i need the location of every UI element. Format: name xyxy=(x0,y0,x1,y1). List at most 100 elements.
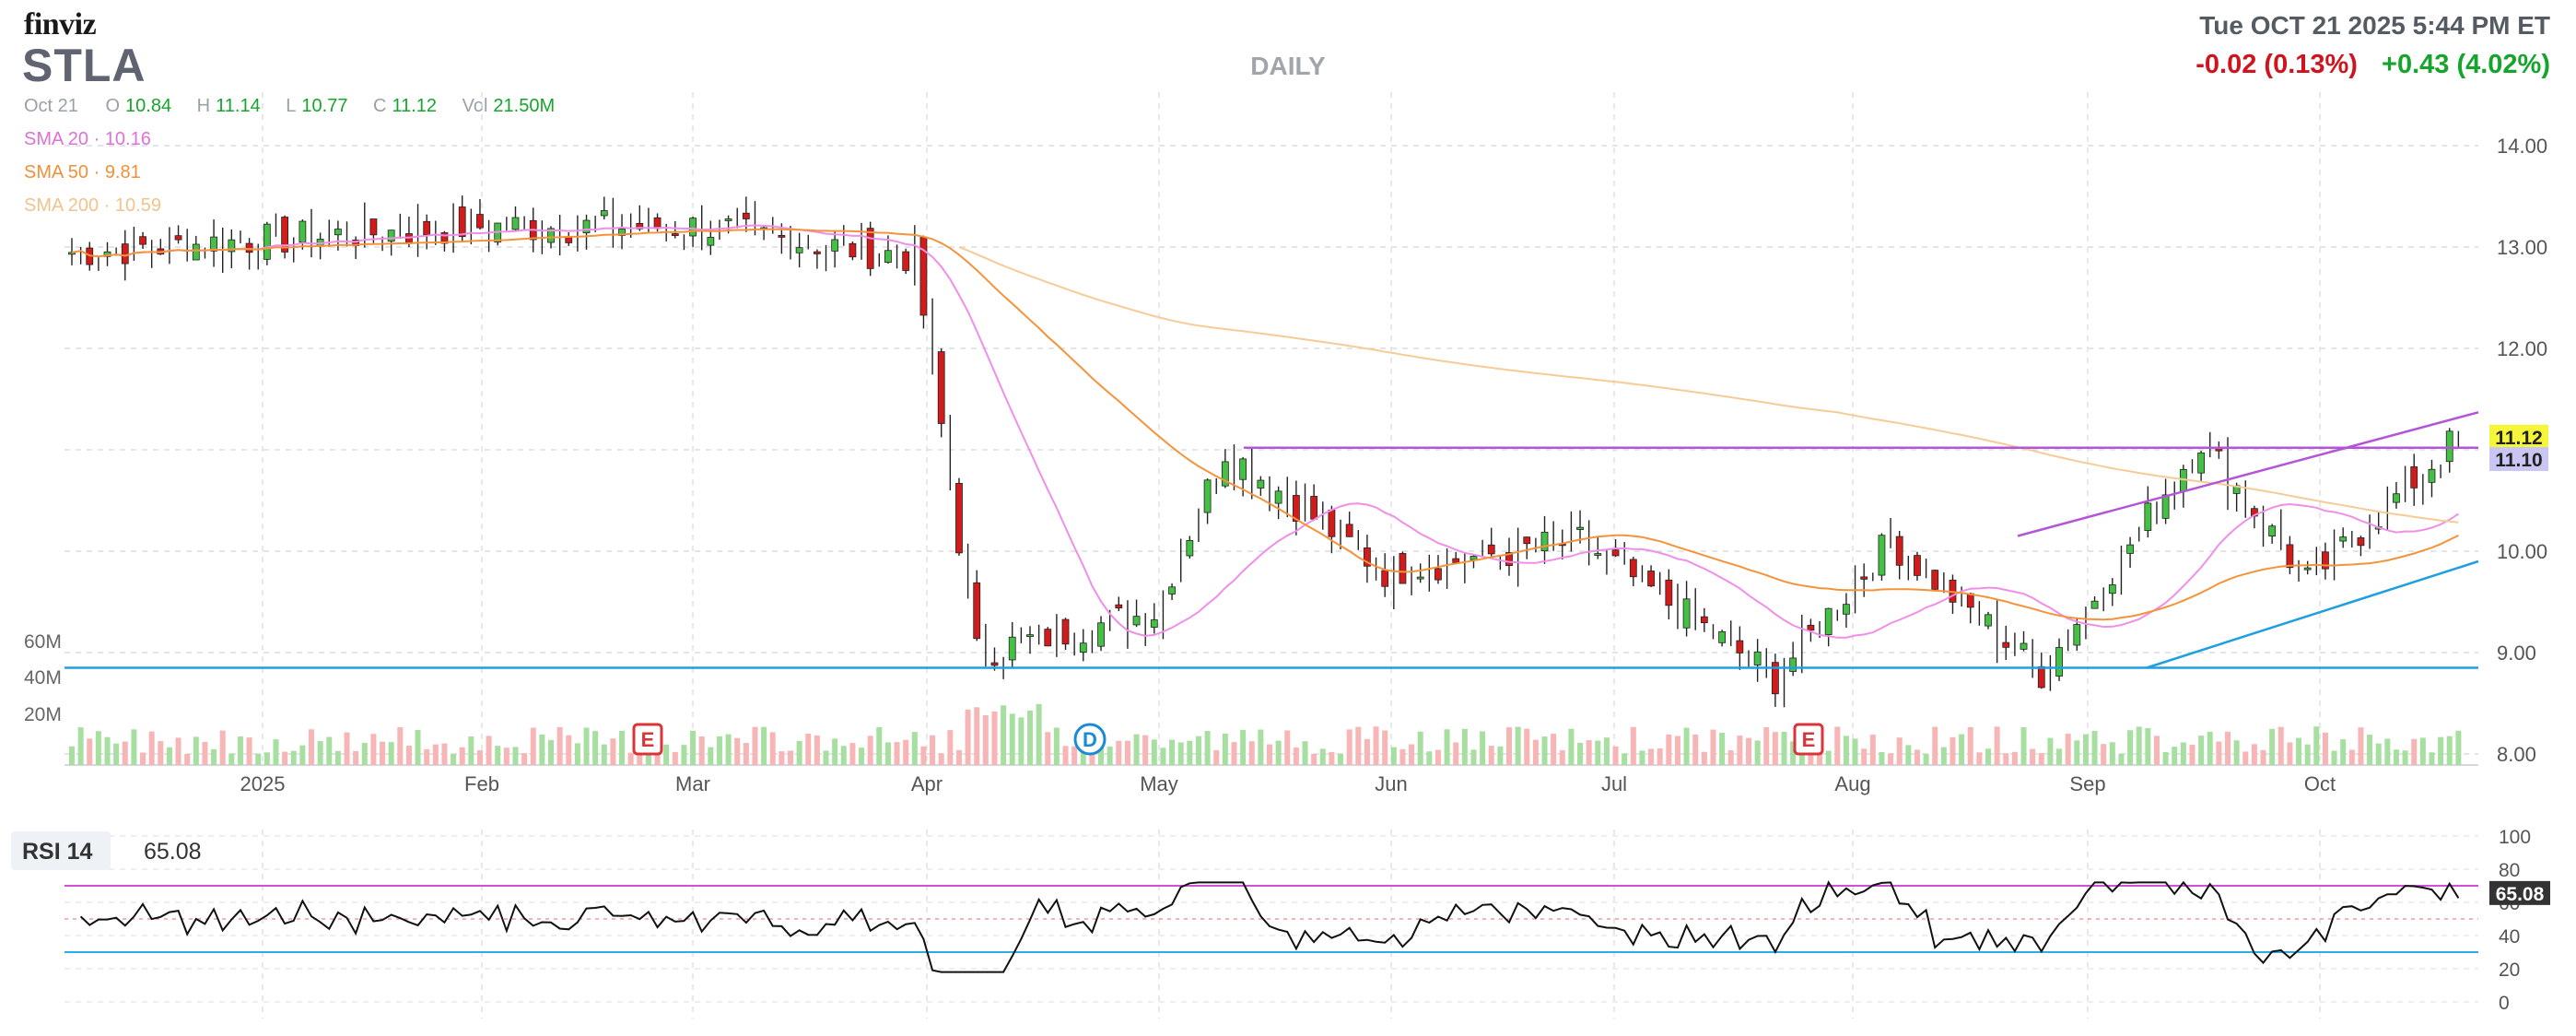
month-label: Jun xyxy=(1375,772,1407,795)
rsi-label-box[interactable] xyxy=(11,831,111,870)
volume-bar xyxy=(894,742,900,765)
rsi-tick-label: 40 xyxy=(2499,926,2520,948)
volume-bar xyxy=(2082,734,2089,765)
candle-body xyxy=(742,212,750,219)
candle-body xyxy=(1789,657,1797,672)
volume-bar xyxy=(1914,749,1920,765)
volume-bar xyxy=(1382,730,1388,765)
volume-bar xyxy=(1177,742,1184,765)
volume-bar xyxy=(1959,734,1965,765)
volume-bar xyxy=(1532,739,1539,765)
volume-bar xyxy=(122,741,128,765)
volume-bar xyxy=(1169,739,1176,765)
timeframe-label[interactable]: DAILY xyxy=(1250,52,1326,80)
rsi-tick-label: 0 xyxy=(2499,993,2510,1014)
volume-bar xyxy=(947,730,954,765)
volume-bar xyxy=(2331,750,2337,765)
candle-body xyxy=(1310,496,1318,520)
volume-bar xyxy=(1834,726,1841,765)
volume-bar xyxy=(1746,737,1751,765)
volume-bar xyxy=(193,736,199,765)
candle-body xyxy=(1345,524,1353,537)
month-label: Oct xyxy=(2304,772,2336,795)
volume-bar xyxy=(556,726,563,765)
volume-bar xyxy=(743,743,749,765)
candle-body xyxy=(618,228,626,236)
volume-bar xyxy=(228,753,235,765)
volume-bar xyxy=(1506,727,1512,765)
volume-bar xyxy=(1586,739,1592,765)
volume-bar xyxy=(672,751,678,765)
sma20-legend[interactable]: SMA 20 · 10.16 xyxy=(24,129,151,149)
sma200-legend[interactable]: SMA 200 · 10.59 xyxy=(24,195,161,216)
candle-body xyxy=(884,250,892,264)
candle-body xyxy=(636,222,644,230)
volume-bar xyxy=(2162,752,2169,765)
candle-body xyxy=(2393,493,2400,503)
volume-bar xyxy=(451,753,457,765)
month-label: Apr xyxy=(911,772,943,795)
candle-body xyxy=(174,235,182,241)
volume-bar xyxy=(2446,736,2453,765)
volume-bar xyxy=(512,747,519,765)
volume-bar xyxy=(1896,737,1903,765)
volume-bar xyxy=(663,744,670,765)
rsi-tick-label: 20 xyxy=(2499,959,2520,981)
volume-bar xyxy=(823,750,829,765)
volume-bar xyxy=(2020,726,2027,765)
candle-body xyxy=(1150,619,1158,628)
volume-bar xyxy=(237,736,243,765)
volume-bar xyxy=(610,738,616,765)
high-value: 11.14 xyxy=(216,96,261,116)
sma50-legend[interactable]: SMA 50 · 9.81 xyxy=(24,162,141,182)
volume-bar xyxy=(619,730,626,765)
candle-body xyxy=(689,218,697,237)
volume-bar xyxy=(2233,740,2240,765)
volume-bar xyxy=(1541,736,1548,765)
volume-bar xyxy=(1098,736,1105,765)
volume-bar xyxy=(903,739,909,765)
volume-bar xyxy=(779,751,785,765)
candle-body xyxy=(778,234,786,238)
candle-body xyxy=(2144,502,2152,531)
volume-bar xyxy=(1009,713,1015,765)
resistance-trendline xyxy=(2017,411,2479,537)
volume-bar xyxy=(326,736,333,765)
volume-bar xyxy=(1355,726,1362,765)
candle-body xyxy=(1203,479,1212,513)
candle-body xyxy=(1292,495,1300,522)
volume-bar xyxy=(2296,737,2302,765)
candle-body xyxy=(2445,430,2453,463)
volume-bar xyxy=(2242,751,2249,765)
volume-bar xyxy=(991,711,998,765)
candle-body xyxy=(1434,568,1442,581)
finviz-logo[interactable]: finviz xyxy=(24,7,97,41)
volume-bar xyxy=(2153,736,2160,765)
candle-body xyxy=(1629,559,1637,578)
volume-bar xyxy=(1231,742,1237,765)
volume-bar xyxy=(1461,728,1468,765)
candle-body xyxy=(831,239,839,252)
volume-bar xyxy=(2358,727,2364,765)
volume-bar xyxy=(2429,752,2435,765)
volume-bar xyxy=(2136,726,2142,765)
candle-body xyxy=(281,217,289,253)
month-label: Feb xyxy=(464,772,499,795)
volume-bar xyxy=(1905,745,1912,765)
volume-bar xyxy=(1674,736,1680,765)
volume-bar xyxy=(1666,734,1672,765)
volume-bar xyxy=(1071,746,1078,765)
candle-body xyxy=(1274,490,1282,504)
candle-body xyxy=(1079,642,1087,653)
candle-body xyxy=(1914,555,1921,576)
price-tick-label: 14.00 xyxy=(2497,135,2547,158)
volume-bar xyxy=(503,748,509,765)
volume-bar xyxy=(1754,740,1761,765)
volume-bar xyxy=(1825,750,1832,765)
volume-bar xyxy=(982,715,989,765)
volume-bar xyxy=(370,734,377,765)
volume-bar xyxy=(1950,736,1956,765)
candle-body xyxy=(1931,570,1939,590)
rsi-label[interactable]: RSI 14 xyxy=(22,839,93,865)
